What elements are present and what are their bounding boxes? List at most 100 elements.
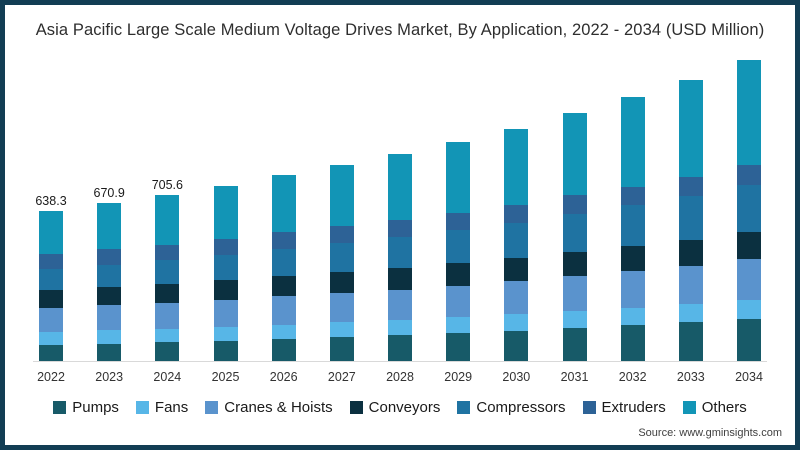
bar-segment-others-2026[interactable] xyxy=(271,175,296,233)
bar-segment-extruders-2030[interactable] xyxy=(504,204,529,223)
bar-segment-compressors-2027[interactable] xyxy=(329,243,354,273)
bar-segment-cranes-hoists-2029[interactable] xyxy=(446,285,471,318)
bar-segment-cranes-hoists-2030[interactable] xyxy=(504,281,529,315)
bar-segment-compressors-2030[interactable] xyxy=(504,222,529,259)
bar-segment-fans-2022[interactable] xyxy=(39,332,63,345)
bar-segment-conveyors-2025[interactable] xyxy=(213,280,238,300)
bar-segment-cranes-hoists-2033[interactable] xyxy=(678,265,703,305)
bar-segment-extruders-2025[interactable] xyxy=(213,238,238,255)
bar-segment-compressors-2026[interactable] xyxy=(271,248,296,276)
bar-segment-fans-2029[interactable] xyxy=(446,317,471,334)
bar-segment-pumps-2028[interactable] xyxy=(388,335,412,361)
bar-segment-fans-2031[interactable] xyxy=(562,311,587,328)
legend-item-extruders[interactable]: Extruders xyxy=(582,399,666,416)
bar-segment-others-2029[interactable] xyxy=(446,142,471,213)
bar-segment-conveyors-2028[interactable] xyxy=(388,267,412,290)
bar-segment-fans-2030[interactable] xyxy=(504,314,529,331)
bar-segment-fans-2027[interactable] xyxy=(329,322,354,338)
bar-segment-conveyors-2024[interactable] xyxy=(155,283,180,303)
legend-item-conveyors[interactable]: Conveyors xyxy=(349,399,440,416)
bar-segment-conveyors-2033[interactable] xyxy=(678,239,703,266)
bar-segment-compressors-2023[interactable] xyxy=(97,264,122,287)
bar-segment-pumps-2024[interactable] xyxy=(155,342,180,361)
legend-item-compressors[interactable]: Compressors xyxy=(457,399,566,416)
bar-segment-pumps-2026[interactable] xyxy=(271,339,296,361)
bar-segment-pumps-2027[interactable] xyxy=(329,337,354,361)
bar-segment-fans-2023[interactable] xyxy=(97,330,122,344)
bar-segment-pumps-2033[interactable] xyxy=(678,322,703,361)
bar-segment-compressors-2024[interactable] xyxy=(155,260,180,284)
bar-segment-conveyors-2034[interactable] xyxy=(737,232,761,260)
bar-segment-compressors-2029[interactable] xyxy=(446,230,471,264)
bar-segment-conveyors-2026[interactable] xyxy=(271,275,296,297)
bar-segment-conveyors-2032[interactable] xyxy=(620,246,645,271)
bar-segment-extruders-2029[interactable] xyxy=(446,212,471,231)
bar-segment-pumps-2022[interactable] xyxy=(39,345,63,361)
legend-item-cranes-hoists[interactable]: Cranes & Hoists xyxy=(205,399,333,416)
bar-segment-others-2022[interactable] xyxy=(39,211,63,254)
bar-segment-conveyors-2027[interactable] xyxy=(329,272,354,294)
legend-item-others[interactable]: Others xyxy=(682,399,747,416)
bar-segment-pumps-2032[interactable] xyxy=(620,325,645,361)
bar-segment-others-2033[interactable] xyxy=(678,80,703,177)
bar-segment-conveyors-2030[interactable] xyxy=(504,258,529,282)
bar-segment-cranes-hoists-2024[interactable] xyxy=(155,302,180,329)
bar-segment-others-2027[interactable] xyxy=(329,165,354,227)
bar-segment-cranes-hoists-2032[interactable] xyxy=(620,270,645,308)
bar-segment-pumps-2030[interactable] xyxy=(504,330,529,361)
bar-segment-conveyors-2023[interactable] xyxy=(97,286,122,306)
bar-segment-fans-2025[interactable] xyxy=(213,326,238,341)
bar-segment-others-2031[interactable] xyxy=(562,112,587,196)
bar-segment-compressors-2032[interactable] xyxy=(620,205,645,247)
bar-segment-others-2034[interactable] xyxy=(737,60,761,166)
bar-segment-conveyors-2031[interactable] xyxy=(562,251,587,276)
bar-segment-others-2024[interactable] xyxy=(155,195,180,245)
bar-segment-extruders-2033[interactable] xyxy=(678,176,703,196)
bar-segment-cranes-hoists-2026[interactable] xyxy=(271,296,296,325)
bar-segment-fans-2033[interactable] xyxy=(678,304,703,323)
bar-segment-cranes-hoists-2034[interactable] xyxy=(737,259,761,300)
bar-segment-others-2032[interactable] xyxy=(620,97,645,187)
bar-segment-others-2028[interactable] xyxy=(388,154,412,221)
bar-segment-extruders-2034[interactable] xyxy=(737,165,761,185)
legend-item-pumps[interactable]: Pumps xyxy=(53,399,119,416)
bar-segment-extruders-2028[interactable] xyxy=(388,220,412,238)
bar-segment-extruders-2027[interactable] xyxy=(329,226,354,244)
bar-segment-cranes-hoists-2025[interactable] xyxy=(213,299,238,327)
bar-segment-compressors-2022[interactable] xyxy=(39,269,63,290)
bar-segment-compressors-2031[interactable] xyxy=(562,213,587,252)
bar-segment-extruders-2026[interactable] xyxy=(271,232,296,249)
bar-segment-compressors-2034[interactable] xyxy=(737,184,761,233)
bar-segment-pumps-2029[interactable] xyxy=(446,333,471,361)
bar-segment-cranes-hoists-2023[interactable] xyxy=(97,305,122,331)
bar-segment-compressors-2028[interactable] xyxy=(388,237,412,268)
bar-segment-conveyors-2029[interactable] xyxy=(446,263,471,286)
bar-segment-fans-2034[interactable] xyxy=(737,299,761,319)
bar-segment-pumps-2023[interactable] xyxy=(97,343,122,361)
bar-segment-cranes-hoists-2028[interactable] xyxy=(388,289,412,321)
legend-item-fans[interactable]: Fans xyxy=(135,399,188,416)
bar-segment-cranes-hoists-2031[interactable] xyxy=(562,275,587,311)
bar-segment-fans-2028[interactable] xyxy=(388,320,412,336)
bar-segment-extruders-2022[interactable] xyxy=(39,254,63,269)
bar-segment-extruders-2031[interactable] xyxy=(562,195,587,214)
bar-segment-others-2025[interactable] xyxy=(213,185,238,239)
bar-segment-fans-2024[interactable] xyxy=(155,328,180,343)
bar-segment-conveyors-2022[interactable] xyxy=(39,290,63,308)
bar-segment-compressors-2025[interactable] xyxy=(213,254,238,281)
bar-column-2027 xyxy=(329,165,354,361)
bar-segment-pumps-2031[interactable] xyxy=(562,328,587,361)
bar-segment-cranes-hoists-2027[interactable] xyxy=(329,293,354,323)
bar-segment-others-2023[interactable] xyxy=(97,203,122,250)
bar-segment-extruders-2032[interactable] xyxy=(620,186,645,206)
bar-segment-cranes-hoists-2022[interactable] xyxy=(39,308,63,332)
bar-column-2024: 705.6 xyxy=(152,178,183,361)
bar-segment-fans-2026[interactable] xyxy=(271,324,296,340)
bar-segment-fans-2032[interactable] xyxy=(620,307,645,326)
bar-segment-extruders-2023[interactable] xyxy=(97,249,122,265)
bar-segment-pumps-2025[interactable] xyxy=(213,340,238,361)
bar-segment-compressors-2033[interactable] xyxy=(678,195,703,240)
bar-segment-extruders-2024[interactable] xyxy=(155,244,180,261)
bar-segment-others-2030[interactable] xyxy=(504,128,529,205)
bar-segment-pumps-2034[interactable] xyxy=(737,318,761,361)
